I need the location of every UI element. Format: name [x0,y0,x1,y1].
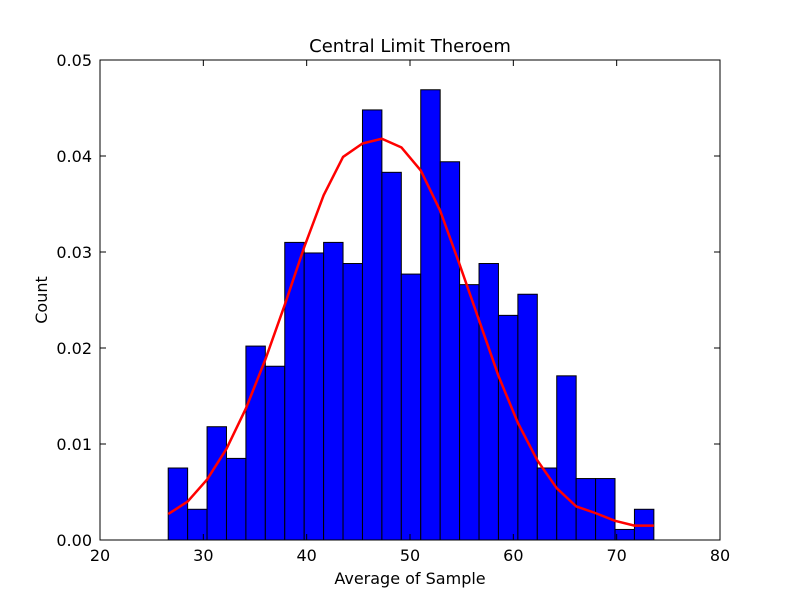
histogram-bar [303,252,325,541]
x-axis-label: Average of Sample [334,569,485,588]
x-tick-label: 70 [606,546,626,565]
histogram-bar [595,478,616,541]
bars-group [167,89,655,541]
x-tick-label: 60 [503,546,523,565]
histogram-bar [381,171,402,541]
y-tick-label: 0.02 [56,339,92,358]
histogram-bar [536,467,558,541]
histogram-bar [245,345,266,541]
histogram-bar [187,508,208,541]
y-tick-label: 0.01 [56,435,92,454]
x-tick-label: 80 [710,546,730,565]
x-tick-label: 20 [90,546,110,565]
y-tick-label: 0.00 [56,531,92,550]
histogram-bar [264,365,286,541]
histogram-bar [478,263,499,541]
histogram-bar [323,241,344,541]
histogram-bar [225,457,247,541]
curve-group [167,137,654,527]
y-axis-label: Count [32,276,51,324]
histogram-bar [420,89,441,541]
histogram-bar [517,293,538,541]
histogram-bar [497,314,519,541]
y-tick-label: 0.04 [56,147,92,166]
x-tick-label: 40 [296,546,316,565]
histogram-bar [614,528,635,541]
y-tick-label: 0.03 [56,243,92,262]
chart-title: Central Limit Theroem [309,36,511,57]
histogram-bar [342,263,363,541]
x-tick-label: 50 [400,546,420,565]
histogram-bar [361,109,383,541]
histogram-bar [400,273,422,541]
histogram-bar [459,284,480,541]
x-tick-label: 30 [193,546,213,565]
histogram-bar [206,426,227,541]
histogram-bar [284,241,305,541]
histogram-bar [556,375,577,541]
ticks-group: 20 30 40 50 60 70 80 0.00 0.01 0.02 0.03 0.04 0.05 [56,51,730,565]
normal-fit-curve [167,137,654,527]
y-tick-label: 0.05 [56,51,92,70]
